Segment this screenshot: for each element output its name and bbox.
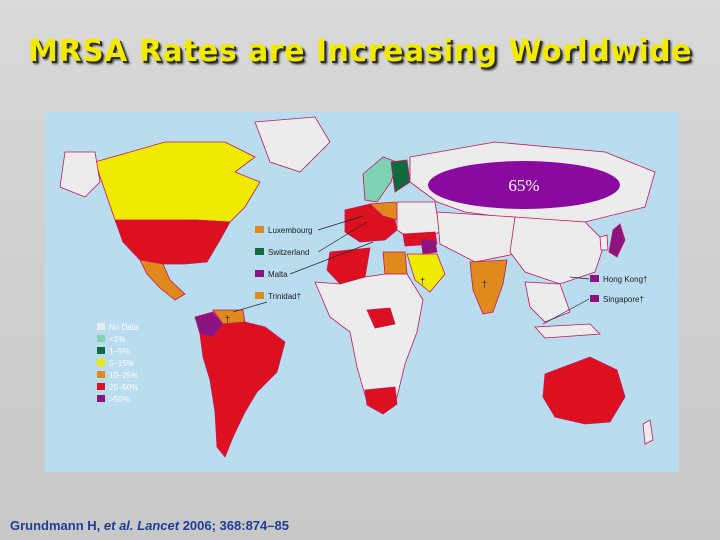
citation-journal: Lancet [137,518,180,533]
callout-swatch-singapore [590,295,599,302]
region-egypt [382,251,408,275]
region-greenland [254,116,331,173]
region-middle-east [420,239,438,255]
region-usa [114,219,231,265]
dagger-venezuela: † [225,314,230,324]
callout-line-luxembourg [317,215,364,231]
region-africa [314,273,424,413]
region-mexico [139,259,186,301]
legend-swatch-0 [97,323,105,330]
region-central-asia [436,211,526,263]
dagger-saudi: † [420,276,425,286]
callout-swatch-switzerland [255,248,264,255]
region-south-africa [364,386,398,415]
legend-label-2: 1–5% [109,347,129,356]
world-map-svg: 65% † † † Luxembourg Switzerland Malta T… [45,112,679,472]
legend-swatch-2 [97,347,105,354]
region-south-america [199,321,286,458]
region-australia [542,356,626,425]
citation-rest: 2006; 368:874–85 [182,518,289,533]
region-indonesia [534,323,601,339]
callout-label-singapore: Singapore† [603,295,644,304]
callouts-right: Hong Kong† Singapore† [542,275,647,325]
callout-label-luxembourg: Luxembourg [268,226,312,235]
region-alaska [59,151,101,198]
callouts-left: Luxembourg Switzerland Malta Trinidad† [232,215,374,313]
region-scandinavia [362,156,398,203]
legend-swatch-6 [97,395,105,402]
callout-line-hongkong [569,276,590,280]
callout-swatch-trinidad [255,292,264,299]
slide-title: MRSA Rates are Increasing Worldwide [28,34,692,69]
oval-label: 65% [508,176,539,195]
callout-swatch-hongkong [590,275,599,282]
callout-label-malta: Malta [268,270,288,279]
callout-swatch-luxembourg [255,226,264,233]
callout-line-trinidad [232,301,268,313]
citation-etal: et al. [103,518,134,533]
legend-label-5: 25–50% [109,383,138,392]
region-new-zealand [642,419,654,445]
callout-line-malta [289,241,374,275]
region-saudi-arabia [406,253,446,293]
legend: No Data <1% 1–5% 5–15% 10–25% 25–50% >50% [97,323,139,404]
legend-swatch-5 [97,383,105,390]
region-korea [599,234,609,251]
region-southeast-asia [524,281,571,323]
legend-swatch-1 [97,335,105,342]
legend-label-6: >50% [109,395,130,404]
legend-swatch-3 [97,359,105,366]
callout-label-hongkong: Hong Kong† [603,275,647,284]
callout-label-switzerland: Switzerland [268,248,309,257]
legend-swatch-4 [97,371,105,378]
dagger-india: † [482,279,487,289]
citation-authors: Grundmann H, [10,518,101,533]
citation: Grundmann H, et al. Lancet 2006; 368:874… [10,518,289,533]
region-central-africa [366,307,396,329]
callout-label-trinidad: Trinidad† [268,292,301,301]
region-japan [608,223,626,258]
legend-label-1: <1% [109,335,125,344]
callout-line-singapore [542,298,590,325]
callout-swatch-malta [255,270,264,277]
legend-label-3: 5–15% [109,359,134,368]
oval-highlight [428,161,620,209]
callout-line-switzerland [317,221,368,253]
world-map: 65% † † † Luxembourg Switzerland Malta T… [45,112,679,472]
legend-label-4: 10–25% [109,371,138,380]
region-india [469,259,508,315]
legend-label-0: No Data [109,323,139,332]
